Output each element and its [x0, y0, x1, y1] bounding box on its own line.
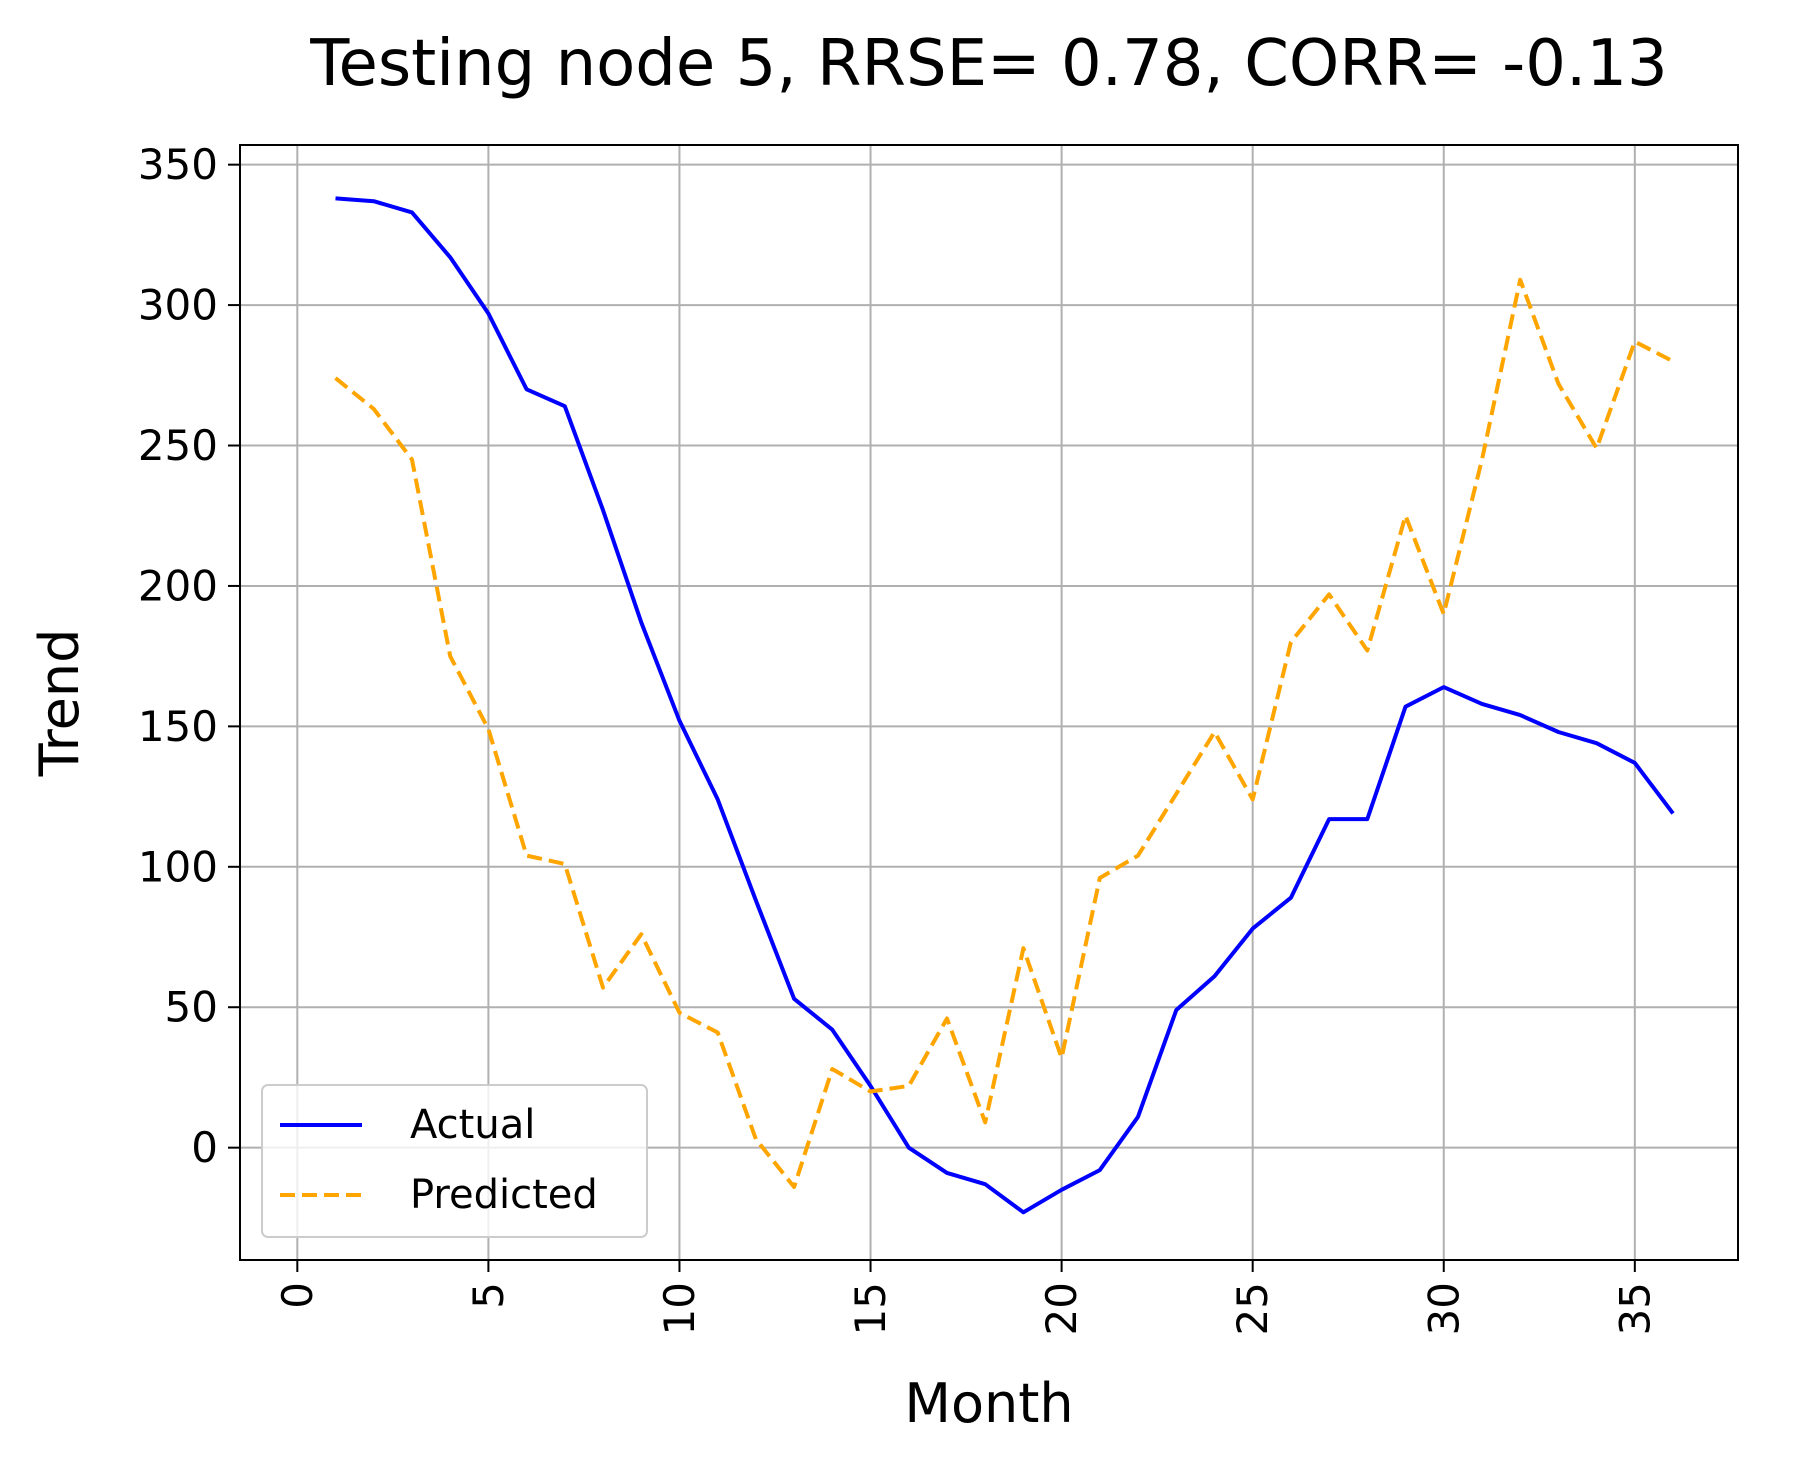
series-lines — [334, 196, 1675, 1215]
x-tick-label: 20 — [1037, 1282, 1086, 1335]
x-tick-label: 15 — [846, 1282, 895, 1335]
plot-frame — [239, 144, 1739, 1261]
x-tick-label: 30 — [1419, 1282, 1468, 1335]
y-tick-label: 300 — [138, 281, 218, 330]
chart-title: Testing node 5, RRSE= 0.78, CORR= -0.13 — [309, 27, 1668, 101]
x-tick-label: 25 — [1228, 1282, 1277, 1335]
y-tick-label: 200 — [138, 561, 218, 610]
y-tick-label: 100 — [138, 842, 218, 891]
y-axis-label: Trend — [28, 629, 91, 778]
x-axis-label: Month — [904, 1372, 1073, 1435]
grid-lines — [240, 145, 1738, 1260]
x-tick-label: 0 — [273, 1282, 322, 1309]
legend-label-actual: Actual — [410, 1102, 535, 1148]
series-line-predicted — [334, 277, 1674, 1189]
y-tick-label: 250 — [138, 421, 218, 470]
legend: Actual Predicted — [261, 1084, 648, 1238]
y-tick-label: 150 — [138, 702, 218, 751]
y-tick-label: 350 — [138, 140, 218, 189]
x-tick-label: 10 — [655, 1282, 704, 1335]
legend-label-predicted: Predicted — [410, 1172, 598, 1218]
y-tick-label: 0 — [191, 1123, 218, 1172]
y-tick-label: 50 — [165, 983, 218, 1032]
series-line-actual — [335, 196, 1675, 1215]
x-tick-label: 35 — [1610, 1282, 1659, 1335]
x-tick-label: 5 — [464, 1282, 513, 1309]
